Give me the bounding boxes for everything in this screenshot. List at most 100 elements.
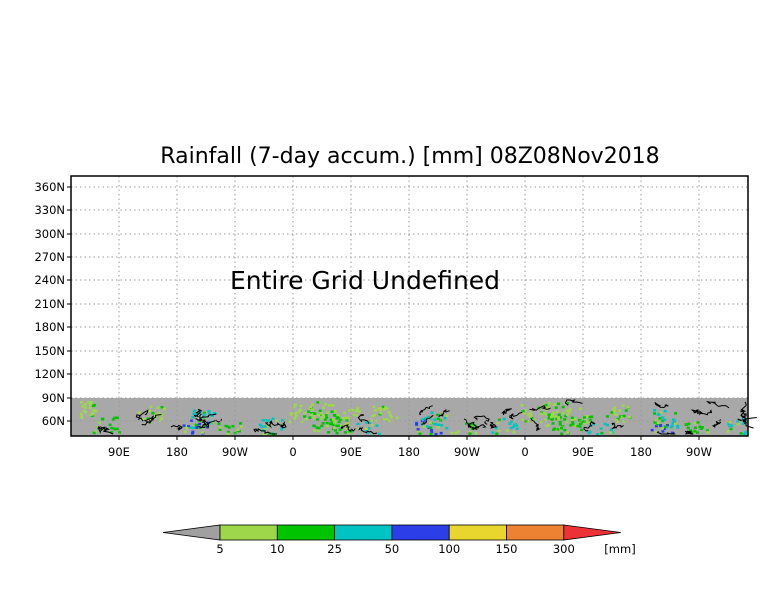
colorbar-label: 150 [496, 542, 518, 556]
rain-pixel [661, 419, 664, 423]
rain-pixel [497, 429, 501, 433]
rain-pixel [343, 431, 347, 434]
rain-pixel [502, 417, 506, 421]
map-title: Rainfall (7-day accum.) [mm] 08Z08Nov201… [160, 144, 659, 169]
rain-pixel [505, 429, 509, 432]
rain-pixel [530, 416, 534, 420]
rain-pixel [546, 424, 550, 427]
rain-pixel [352, 413, 356, 417]
rain-pixel [317, 413, 321, 417]
rain-pixel [579, 422, 582, 425]
rain-pixel [436, 426, 440, 429]
rain-pixel [552, 411, 556, 414]
rain-pixel [622, 414, 626, 418]
rain-pixel [79, 414, 83, 418]
rain-pixel [560, 432, 564, 435]
rain-pixel [281, 419, 285, 422]
rain-pixel [696, 431, 699, 434]
rain-pixel [744, 430, 748, 434]
rain-pixel [728, 420, 732, 424]
rain-pixel [440, 424, 444, 427]
coastline [528, 405, 551, 411]
colorbar: 5 10 25 50 100 150 300 [162, 524, 621, 556]
rain-pixel [262, 432, 266, 436]
rain-pixel [100, 417, 104, 421]
rain-pixel [556, 416, 560, 419]
rain-pixel [310, 408, 314, 411]
rain-pixel [211, 421, 215, 424]
rain-pixel [146, 417, 150, 420]
rain-pixel [372, 413, 376, 417]
rain-pixel [240, 425, 243, 428]
rain-pixel [299, 404, 303, 408]
rain-pixel [620, 416, 624, 419]
rain-pixel [385, 407, 389, 410]
rain-pixel [157, 411, 161, 415]
rain-pixel [436, 413, 440, 417]
rain-pixel [603, 422, 607, 426]
rain-pixel [547, 417, 551, 420]
rain-pixel [91, 404, 95, 408]
coastline [264, 420, 279, 429]
rain-pixel [149, 405, 153, 408]
rain-pixel [112, 427, 116, 430]
rain-pixel [108, 423, 112, 427]
coastline [253, 428, 277, 435]
rain-pixel [203, 417, 207, 420]
rain-pixel [304, 417, 308, 421]
rain-pixel [325, 416, 329, 419]
rain-pixel [331, 404, 334, 407]
rain-pixel [590, 415, 594, 419]
rain-pixel [385, 418, 389, 421]
rain-pixel [654, 424, 658, 428]
rain-pixel [515, 427, 519, 431]
rain-pixel [390, 415, 393, 419]
rain-pixel [83, 403, 87, 406]
rain-pixel [185, 427, 189, 430]
rain-pixel [212, 412, 216, 415]
rain-pixel [293, 417, 297, 420]
rain-pixel [689, 429, 692, 432]
rain-pixel [159, 419, 163, 422]
colorbar-label: 5 [216, 542, 223, 556]
rain-pixel [612, 407, 616, 411]
rain-pixel [280, 427, 284, 431]
coastline [583, 420, 596, 432]
rain-pixel [543, 418, 547, 422]
rain-pixel [421, 418, 425, 421]
rain-pixel [336, 413, 340, 417]
rain-pixel [89, 413, 93, 417]
rain-pixel [383, 408, 387, 411]
coastline [489, 421, 498, 429]
no-data-region [71, 398, 748, 436]
rain-pixel [539, 420, 543, 424]
rain-pixel [266, 424, 270, 428]
x-tick-label: 0 [289, 445, 296, 459]
rain-pixel [418, 432, 422, 435]
rain-pixel [578, 407, 582, 411]
rain-pixel [520, 404, 524, 407]
rain-pixel [118, 431, 121, 434]
rain-pixel [621, 404, 625, 407]
rain-pixel [450, 431, 454, 435]
rain-pixel [426, 415, 430, 419]
coastline [740, 413, 748, 425]
rain-pixel [586, 421, 590, 424]
rain-pixel [416, 430, 420, 433]
rain-pixel [316, 418, 320, 421]
rain-pixel [372, 405, 376, 409]
rain-pixel [577, 419, 581, 422]
rain-pixel [261, 419, 265, 422]
rain-pixel [289, 412, 293, 415]
rain-pixel [231, 424, 235, 428]
rain-pixel [187, 425, 190, 428]
rain-pixel [685, 423, 689, 426]
rain-pixel [513, 423, 517, 426]
rain-pixel [661, 416, 665, 419]
rain-pixel [320, 424, 324, 428]
rain-pixel [92, 408, 96, 412]
rain-pixel [382, 418, 386, 421]
rain-pixel [148, 409, 152, 413]
coastline [463, 418, 487, 428]
rain-pixel [297, 410, 301, 413]
